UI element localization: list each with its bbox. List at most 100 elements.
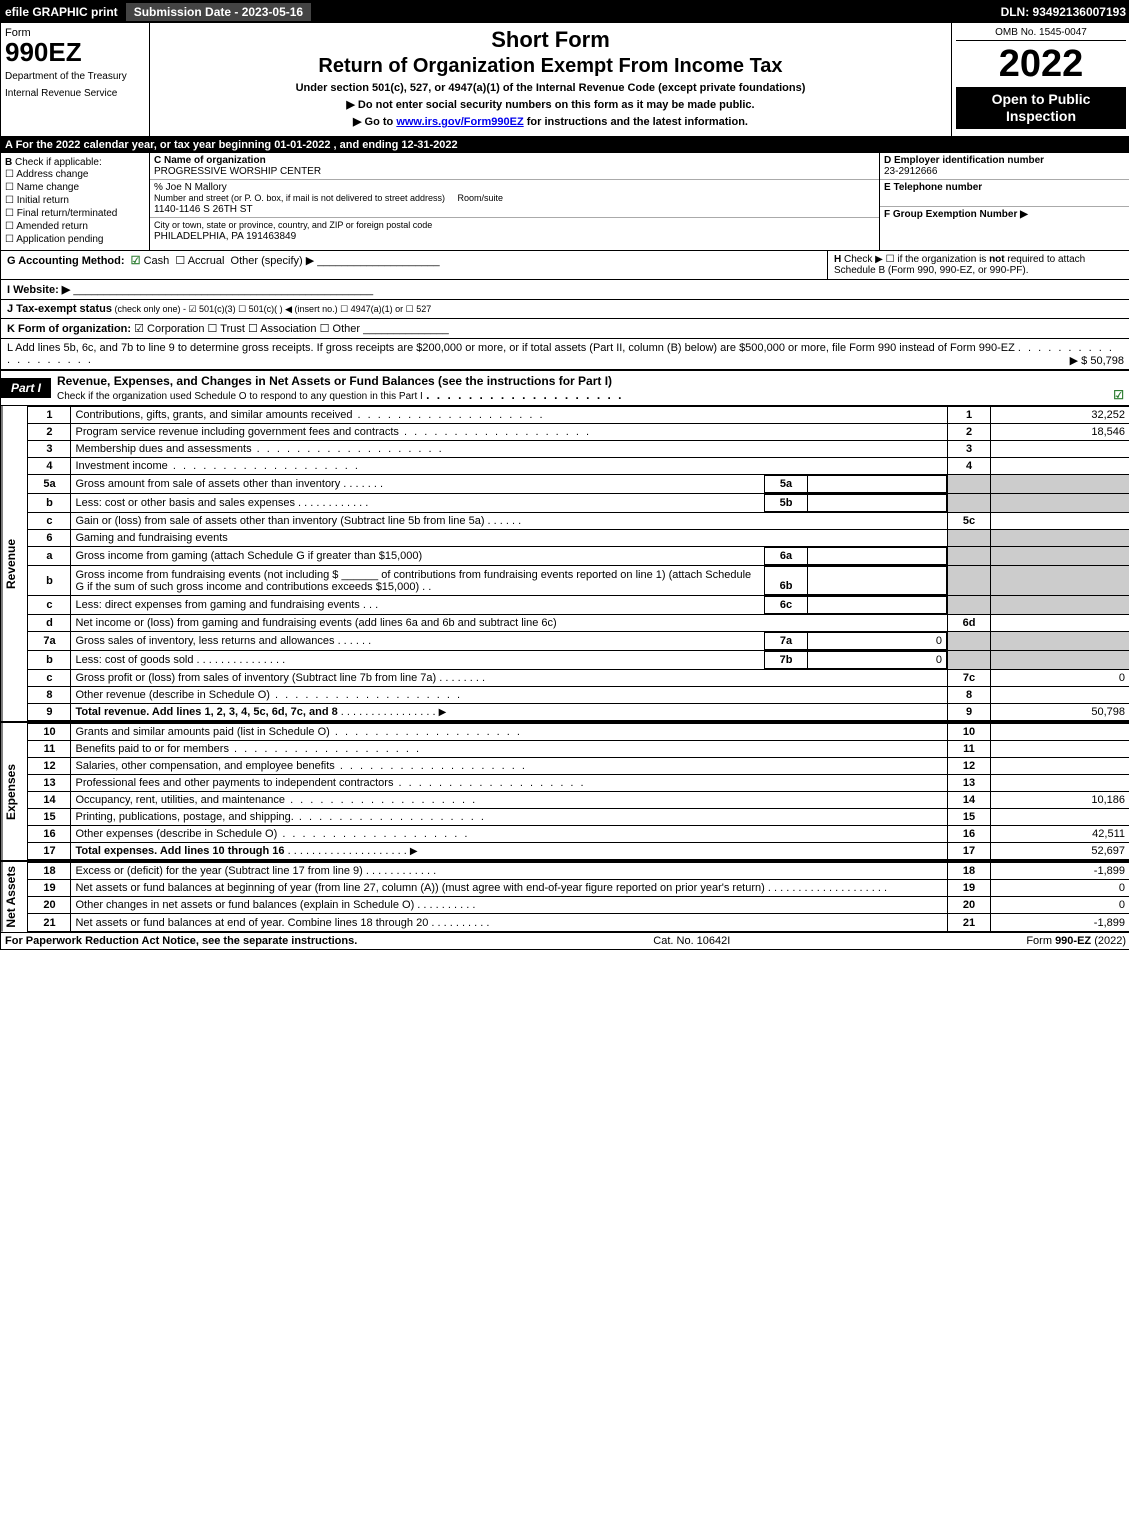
line-10-desc: Grants and similar amounts paid (list in… [75,726,329,738]
j-label: J Tax-exempt status [7,303,112,315]
line-12-desc: Salaries, other compensation, and employ… [75,760,334,772]
line-21-amt: -1,899 [991,914,1129,931]
schedule-o-check-icon: ☑ [1113,388,1124,402]
line-5c-desc: Gain or (loss) from sale of assets other… [75,515,484,527]
mini-6b: 6b [765,567,808,595]
info-block: B Check if applicable: ☐ Address change … [1,153,1129,251]
chk-initial[interactable]: ☐ Initial return [5,194,145,207]
line-6d-desc: Net income or (loss) from gaming and fun… [71,615,948,632]
g-other: Other (specify) ▶ [231,255,315,267]
mini-7b-amt: 0 [808,652,947,669]
line-10: 10Grants and similar amounts paid (list … [28,724,1129,741]
mid-rows: I Website: ▶ ___________________________… [1,280,1129,370]
line-7c: cGross profit or (loss) from sales of in… [28,670,1129,687]
line-16-desc: Other expenses (describe in Schedule O) [75,828,277,840]
line-6d-amt [991,615,1129,632]
line-6b-desc1: Gross income from fundraising events (no… [75,569,338,581]
dots-icon [168,460,360,472]
mini-6a: 6a [765,548,808,565]
line-17-desc: Total expenses. Add lines 10 through 16 [75,845,284,857]
line-18-amt: -1,899 [991,863,1129,880]
line-19: 19Net assets or fund balances at beginni… [28,880,1129,897]
mini-7a-amt: 0 [808,633,947,650]
line-21: 21Net assets or fund balances at end of … [28,914,1129,931]
chk-pending-label: Application pending [16,234,103,245]
city-label: City or town, state or province, country… [154,220,432,230]
line-14-desc: Occupancy, rent, utilities, and maintena… [75,794,285,806]
line-6-desc: Gaming and fundraising events [71,530,948,547]
chk-name[interactable]: ☐ Name change [5,181,145,194]
line-20-amt: 0 [991,897,1129,914]
dots-icon [229,743,421,755]
col-c: C Name of organization PROGRESSIVE WORSH… [150,153,880,250]
org-name: PROGRESSIVE WORSHIP CENTER [154,166,321,177]
chk-pending[interactable]: ☐ Application pending [5,233,145,246]
line-5a-desc: Gross amount from sale of assets other t… [75,478,340,490]
goto-link[interactable]: www.irs.gov/Form990EZ [396,116,523,128]
goto-post: for instructions and the latest informat… [524,116,748,128]
g-cash: Cash [144,255,170,267]
expenses-side-label: Expenses [1,723,27,860]
expenses-section: Expenses 10Grants and similar amounts pa… [1,721,1129,860]
line-7b: bLess: cost of goods sold . . . . . . . … [28,651,1129,670]
j-rest: (check only one) - ☑ 501(c)(3) ☐ 501(c)(… [112,304,431,314]
open-to-public-badge: Open to Public Inspection [956,87,1126,129]
arrow-icon: ▶ [410,846,418,857]
dept-irs: Internal Revenue Service [5,88,145,99]
mini-6c: 6c [765,597,808,614]
mini-7b: 7b [765,652,808,669]
h-label: H [834,254,841,265]
line-6c-desc: Less: direct expenses from gaming and fu… [75,599,359,611]
netassets-table: 18Excess or (deficit) for the year (Subt… [27,862,1129,932]
line-6: 6Gaming and fundraising events [28,530,1129,547]
col-b: B Check if applicable: ☐ Address change … [1,153,150,250]
g-accrual: Accrual [188,255,225,267]
revenue-table: 1Contributions, gifts, grants, and simil… [27,406,1129,721]
line-5c-amt [991,513,1129,530]
k-rest: ☑ Corporation ☐ Trust ☐ Association ☐ Ot… [131,323,360,335]
row-gh: G Accounting Method: ☑ Cash ☐ Accrual Ot… [1,251,1129,280]
line-7a: 7aGross sales of inventory, less returns… [28,632,1129,651]
b-label: B [5,157,12,168]
l-text: L Add lines 5b, 6c, and 7b to line 9 to … [7,342,1015,354]
cash-check-icon: ☑ [131,255,141,267]
line-19-desc: Net assets or fund balances at beginning… [75,882,764,894]
care-of: % Joe N Mallory [154,182,227,193]
dots-icon [270,689,462,701]
chk-address-label: Address change [16,169,88,180]
footer-left: For Paperwork Reduction Act Notice, see … [5,935,357,947]
line-16: 16Other expenses (describe in Schedule O… [28,826,1129,843]
line-18-desc: Excess or (deficit) for the year (Subtra… [75,865,362,877]
line-10-amt [991,724,1129,741]
street-value: 1140-1146 S 26TH ST [154,204,253,215]
ein-value: 23-2912666 [884,166,937,177]
room-label: Room/suite [457,193,503,203]
line-6c: cLess: direct expenses from gaming and f… [28,596,1129,615]
chk-amended[interactable]: ☐ Amended return [5,220,145,233]
mini-5b: 5b [765,495,808,512]
mini-5b-amt [808,495,947,512]
header: Form 990EZ Department of the Treasury In… [1,23,1129,137]
chk-address[interactable]: ☐ Address change [5,168,145,181]
line-6d: dNet income or (loss) from gaming and fu… [28,615,1129,632]
goto-line: ▶ Go to www.irs.gov/Form990EZ for instru… [154,115,947,128]
line-2: 2Program service revenue including gover… [28,424,1129,441]
line-9: 9Total revenue. Add lines 1, 2, 3, 4, 5c… [28,704,1129,721]
mini-5a-amt [808,476,947,493]
line-11: 11Benefits paid to or for members11 [28,741,1129,758]
dots-icon [252,443,444,455]
ssn-note: ▶ Do not enter social security numbers o… [154,98,947,111]
footer-right-post: (2022) [1091,935,1126,947]
chk-final[interactable]: ☐ Final return/terminated [5,207,145,220]
part1-title: Revenue, Expenses, and Changes in Net As… [51,371,1129,405]
d-label: D Employer identification number [884,155,1044,166]
line-9-amt: 50,798 [991,704,1129,721]
line-13-amt [991,775,1129,792]
main-title: Return of Organization Exempt From Incom… [154,55,947,78]
line-14: 14Occupancy, rent, utilities, and mainte… [28,792,1129,809]
line-7c-amt: 0 [991,670,1129,687]
line-11-amt [991,741,1129,758]
short-form-title: Short Form [154,27,947,53]
line-20-desc: Other changes in net assets or fund bala… [75,899,414,911]
mini-7a: 7a [765,633,808,650]
